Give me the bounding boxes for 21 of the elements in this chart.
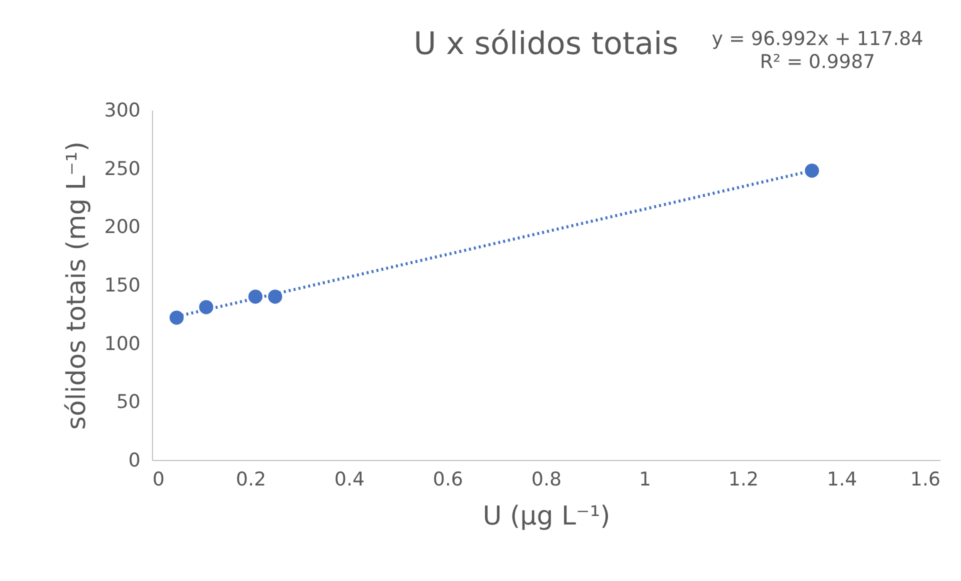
text: R² = 0.9987 <box>758 51 876 74</box>
x-tick-label: 1 <box>638 468 652 490</box>
x-tick-label: 0.6 <box>432 468 464 490</box>
chart-title: U x sólidos totais <box>414 26 678 62</box>
y-tick-label: 0 <box>128 450 140 472</box>
y-tick-label: 150 <box>104 274 140 296</box>
x-tick-label: 0.2 <box>236 468 266 490</box>
text: y = 96.992x + 117.84 <box>710 28 924 51</box>
y-tick-label: 300 <box>104 100 140 122</box>
y-tick-label: 100 <box>104 332 140 355</box>
y-tick-label: 50 <box>116 391 140 414</box>
x-tick-label: 1.4 <box>826 468 858 490</box>
y-tick-label: 200 <box>104 216 140 238</box>
x-tick-label: 0.4 <box>334 468 365 490</box>
y-axis-title: sólidos totais (mg L⁻¹) <box>62 141 92 430</box>
x-tick-label: 1.6 <box>910 468 940 490</box>
x-tick-label: 0.8 <box>531 468 562 490</box>
x-axis-title: U (µg L⁻¹) <box>482 502 610 532</box>
x-tick-label: 0 <box>152 468 165 490</box>
y-tick-label: 250 <box>104 158 140 180</box>
x-tick-label: 1.2 <box>728 468 759 490</box>
